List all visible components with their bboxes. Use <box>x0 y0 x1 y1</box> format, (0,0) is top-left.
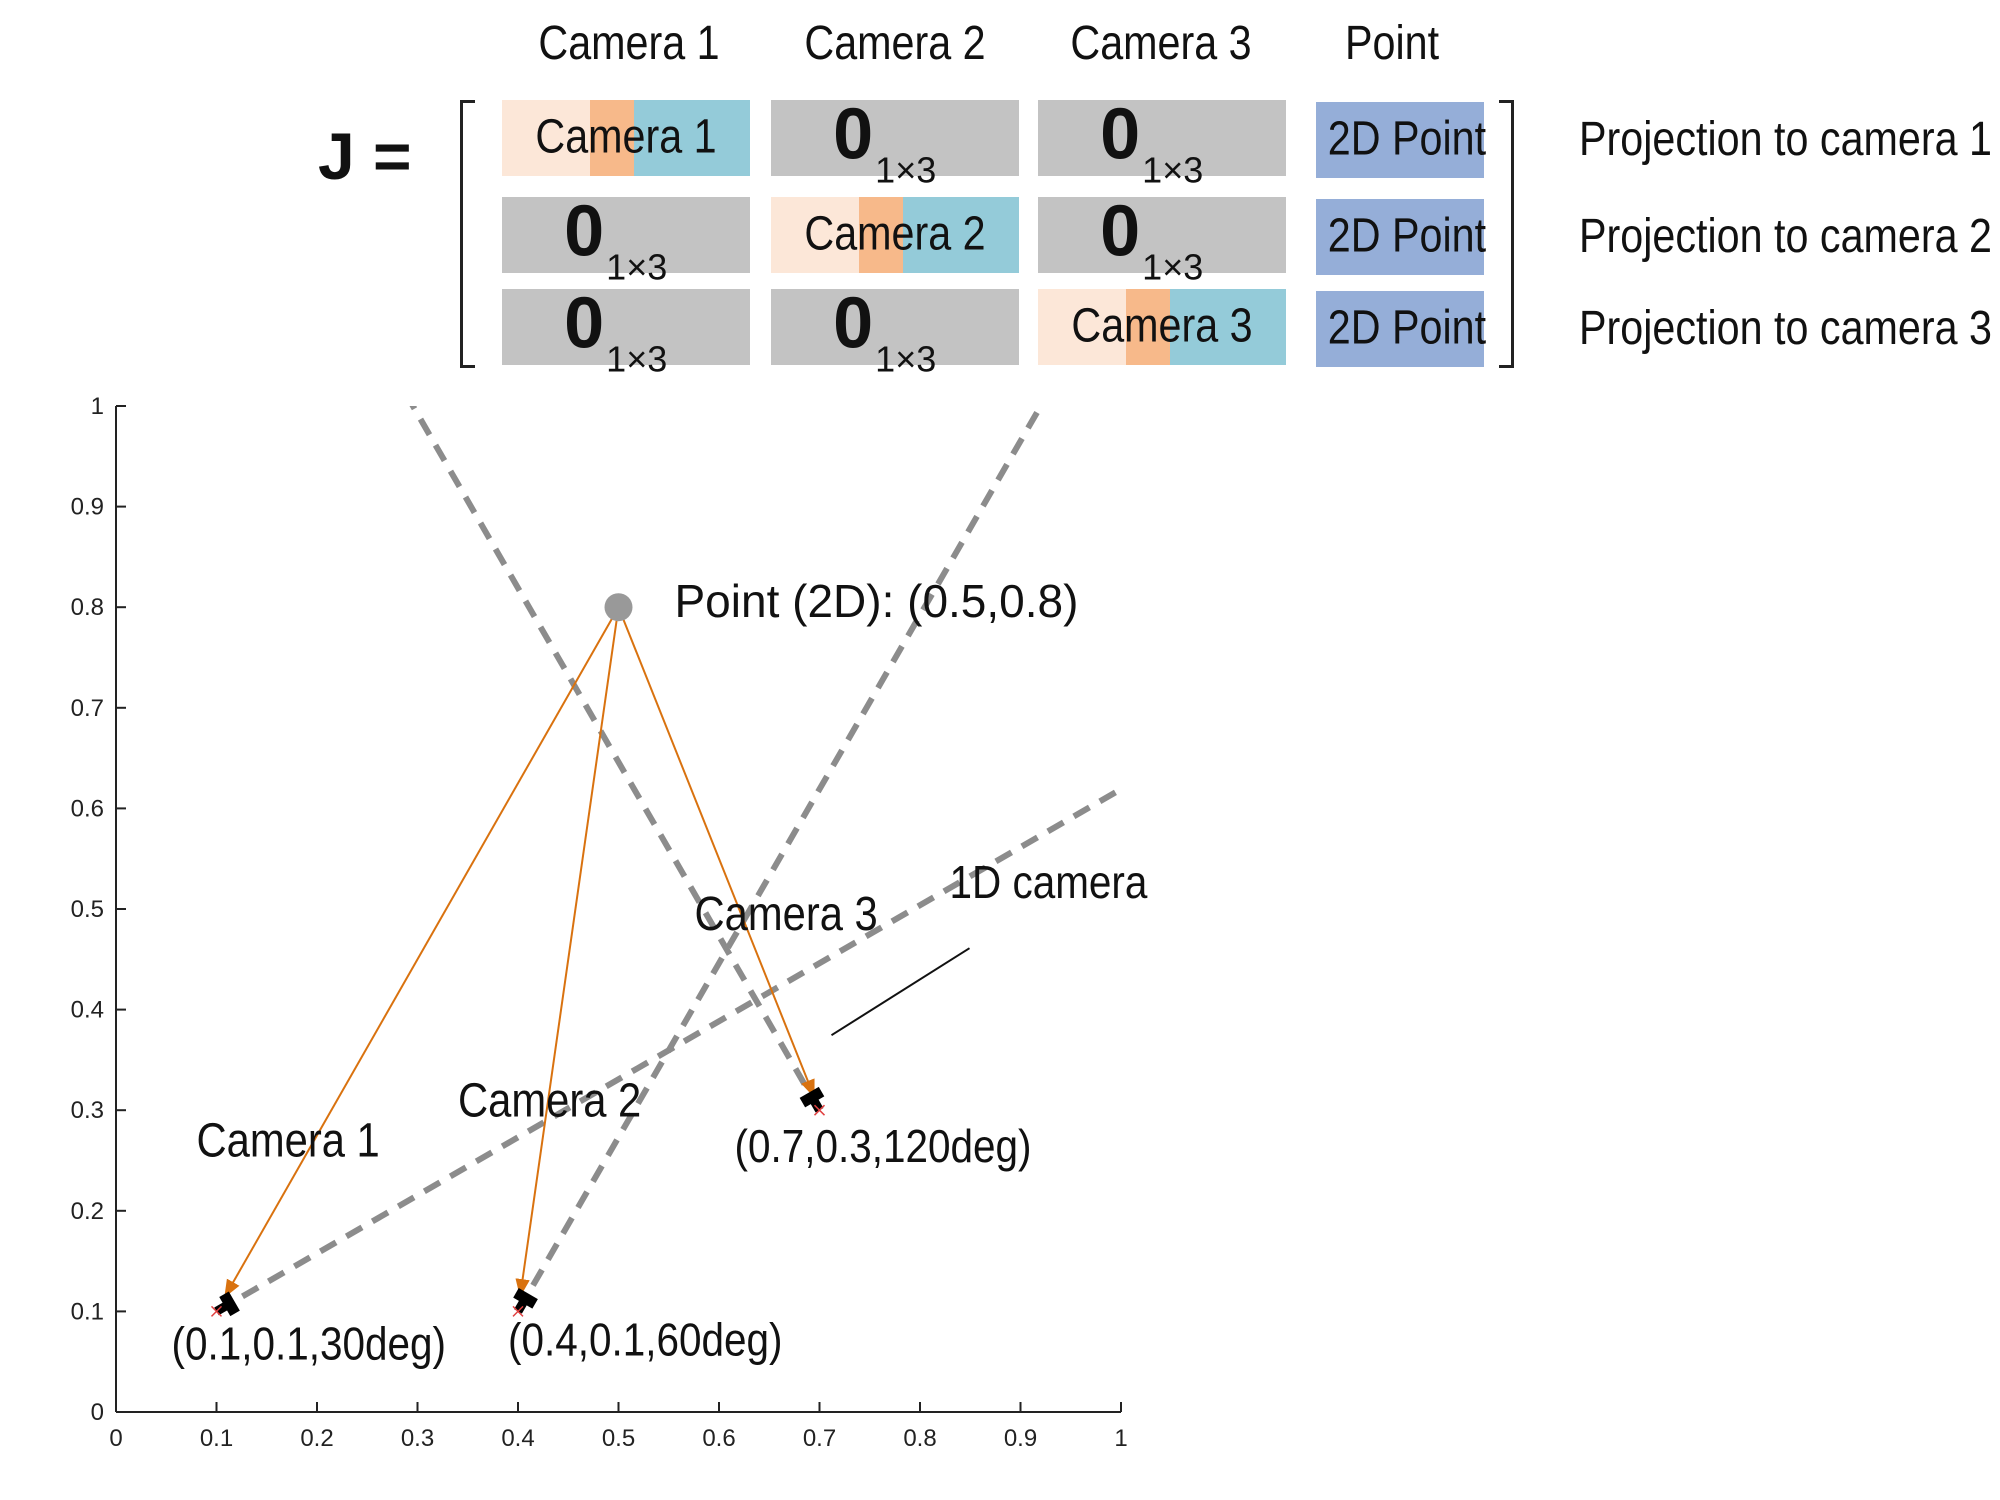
matrix-left-bracket <box>460 100 475 368</box>
point-block-label: 2D Point <box>1327 209 1487 263</box>
zero-block: 01×3 <box>771 98 1019 190</box>
annotation-leader <box>830 947 971 1037</box>
x-tick-label: 0.7 <box>803 1425 836 1452</box>
camera-block-segment <box>859 197 903 273</box>
y-tick-label: 0 <box>91 1399 104 1426</box>
zero-size: 1×3 <box>1142 149 1204 191</box>
column-header-1: Camera 1 <box>538 17 720 70</box>
y-tick-label: 0.9 <box>71 494 104 521</box>
y-tick-label: 0.3 <box>71 1097 104 1124</box>
camera-block-label: Camera 2 <box>804 207 986 261</box>
zero-size: 1×3 <box>875 338 937 380</box>
jacobian-label: J = <box>318 119 412 193</box>
camera-pose-label: (0.1,0.1,30deg) <box>172 1319 446 1370</box>
camera-pose-label: (0.7,0.3,120deg) <box>735 1122 1032 1173</box>
column-header-3: Camera 3 <box>1070 17 1252 70</box>
camera-block-segment <box>1126 289 1170 365</box>
camera-block-segment <box>903 197 1019 273</box>
column-header-2: Camera 2 <box>804 17 986 70</box>
x-tick-label: 0.6 <box>702 1425 735 1452</box>
x-tick-label: 0.3 <box>401 1425 434 1452</box>
x-tick-label: 1 <box>1114 1425 1127 1452</box>
zero-block: 01×3 <box>502 195 750 287</box>
zero-block: 01×3 <box>1038 195 1286 287</box>
y-tick-label: 1 <box>91 393 104 420</box>
point-block-1: 2D Point <box>1316 102 1487 178</box>
zero-value: 0 <box>1100 191 1141 272</box>
camera-view-line <box>409 406 823 1112</box>
camera-image-line <box>219 1291 240 1317</box>
camera-block-segment <box>590 100 634 176</box>
point-block-label: 2D Point <box>1327 112 1487 166</box>
zero-value: 0 <box>1100 94 1141 175</box>
zero-block-label: 01×3 <box>833 98 936 190</box>
camera-name-label: Camera 2 <box>458 1073 641 1127</box>
point-block-label: 2D Point <box>1327 301 1487 355</box>
camera-name-label: Camera 3 <box>695 886 878 940</box>
camera-block-label: Camera 3 <box>1071 299 1253 353</box>
camera-origin-mark <box>512 1305 524 1317</box>
y-tick-label: 0.5 <box>71 896 104 923</box>
y-tick-label: 0.7 <box>71 695 104 722</box>
x-tick-label: 0.9 <box>1004 1425 1037 1452</box>
x-tick-label: 0.4 <box>501 1425 534 1452</box>
zero-value: 0 <box>564 283 605 364</box>
matrix-right-bracket <box>1499 100 1514 368</box>
row-label-1: Projection to camera 1 <box>1579 113 1993 166</box>
camera-pose-label: (0.4,0.1,60deg) <box>508 1315 782 1366</box>
camera-image-line <box>799 1086 825 1108</box>
projection-ray <box>224 606 620 1298</box>
zero-block-label: 01×3 <box>1100 98 1203 190</box>
y-tick-label: 0.6 <box>71 795 104 822</box>
x-tick-label: 0.8 <box>903 1425 936 1452</box>
zero-block: 01×3 <box>1038 98 1286 190</box>
zero-size: 1×3 <box>606 246 668 288</box>
projection-ray <box>617 606 815 1098</box>
camera-block-segment <box>502 100 590 176</box>
zero-block: 01×3 <box>771 287 1019 379</box>
annotation-label: 1D camera <box>950 858 1149 909</box>
zero-block-label: 01×3 <box>564 287 667 379</box>
zero-block-label: 01×3 <box>833 287 936 379</box>
camera-block-3: Camera 3 <box>1038 289 1286 365</box>
y-tick-label: 0.4 <box>71 997 104 1024</box>
point-block-2: 2D Point <box>1316 199 1487 275</box>
camera-block-2: Camera 2 <box>771 197 1019 273</box>
zero-value: 0 <box>833 283 874 364</box>
camera-block-segment <box>634 100 750 176</box>
x-tick-label: 0.5 <box>602 1425 635 1452</box>
camera-block-segment <box>771 197 859 273</box>
camera-block-segment <box>1038 289 1126 365</box>
row-label-2: Projection to camera 2 <box>1579 210 1993 263</box>
zero-block-label: 01×3 <box>564 195 667 287</box>
x-tick-label: 0.1 <box>200 1425 233 1452</box>
zero-size: 1×3 <box>606 338 668 380</box>
zero-value: 0 <box>564 191 605 272</box>
column-header-4: Point <box>1344 17 1440 70</box>
y-tick-label: 0.1 <box>71 1298 104 1325</box>
camera-image-line <box>513 1288 538 1309</box>
zero-block-label: 01×3 <box>1100 195 1203 287</box>
zero-block: 01×3 <box>502 287 750 379</box>
point-block-3: 2D Point <box>1316 291 1487 367</box>
y-tick-label: 0.2 <box>71 1198 104 1225</box>
zero-value: 0 <box>833 94 874 175</box>
zero-size: 1×3 <box>875 149 937 191</box>
camera-block-segment <box>1170 289 1286 365</box>
camera-origin-mark <box>210 1305 223 1317</box>
point-marker <box>604 593 633 622</box>
x-tick-label: 0.2 <box>300 1425 333 1452</box>
row-label-3: Projection to camera 3 <box>1579 302 1993 355</box>
point-label: Point (2D): (0.5,0.8) <box>675 575 1079 627</box>
camera-block-1: Camera 1 <box>502 100 750 176</box>
projection-ray <box>515 607 620 1298</box>
camera-block-label: Camera 1 <box>535 110 717 164</box>
x-tick-label: 0 <box>109 1425 122 1452</box>
camera-name-label: Camera 1 <box>197 1113 380 1167</box>
y-tick-label: 0.8 <box>71 594 104 621</box>
camera-origin-mark <box>813 1104 826 1116</box>
zero-size: 1×3 <box>1142 246 1204 288</box>
